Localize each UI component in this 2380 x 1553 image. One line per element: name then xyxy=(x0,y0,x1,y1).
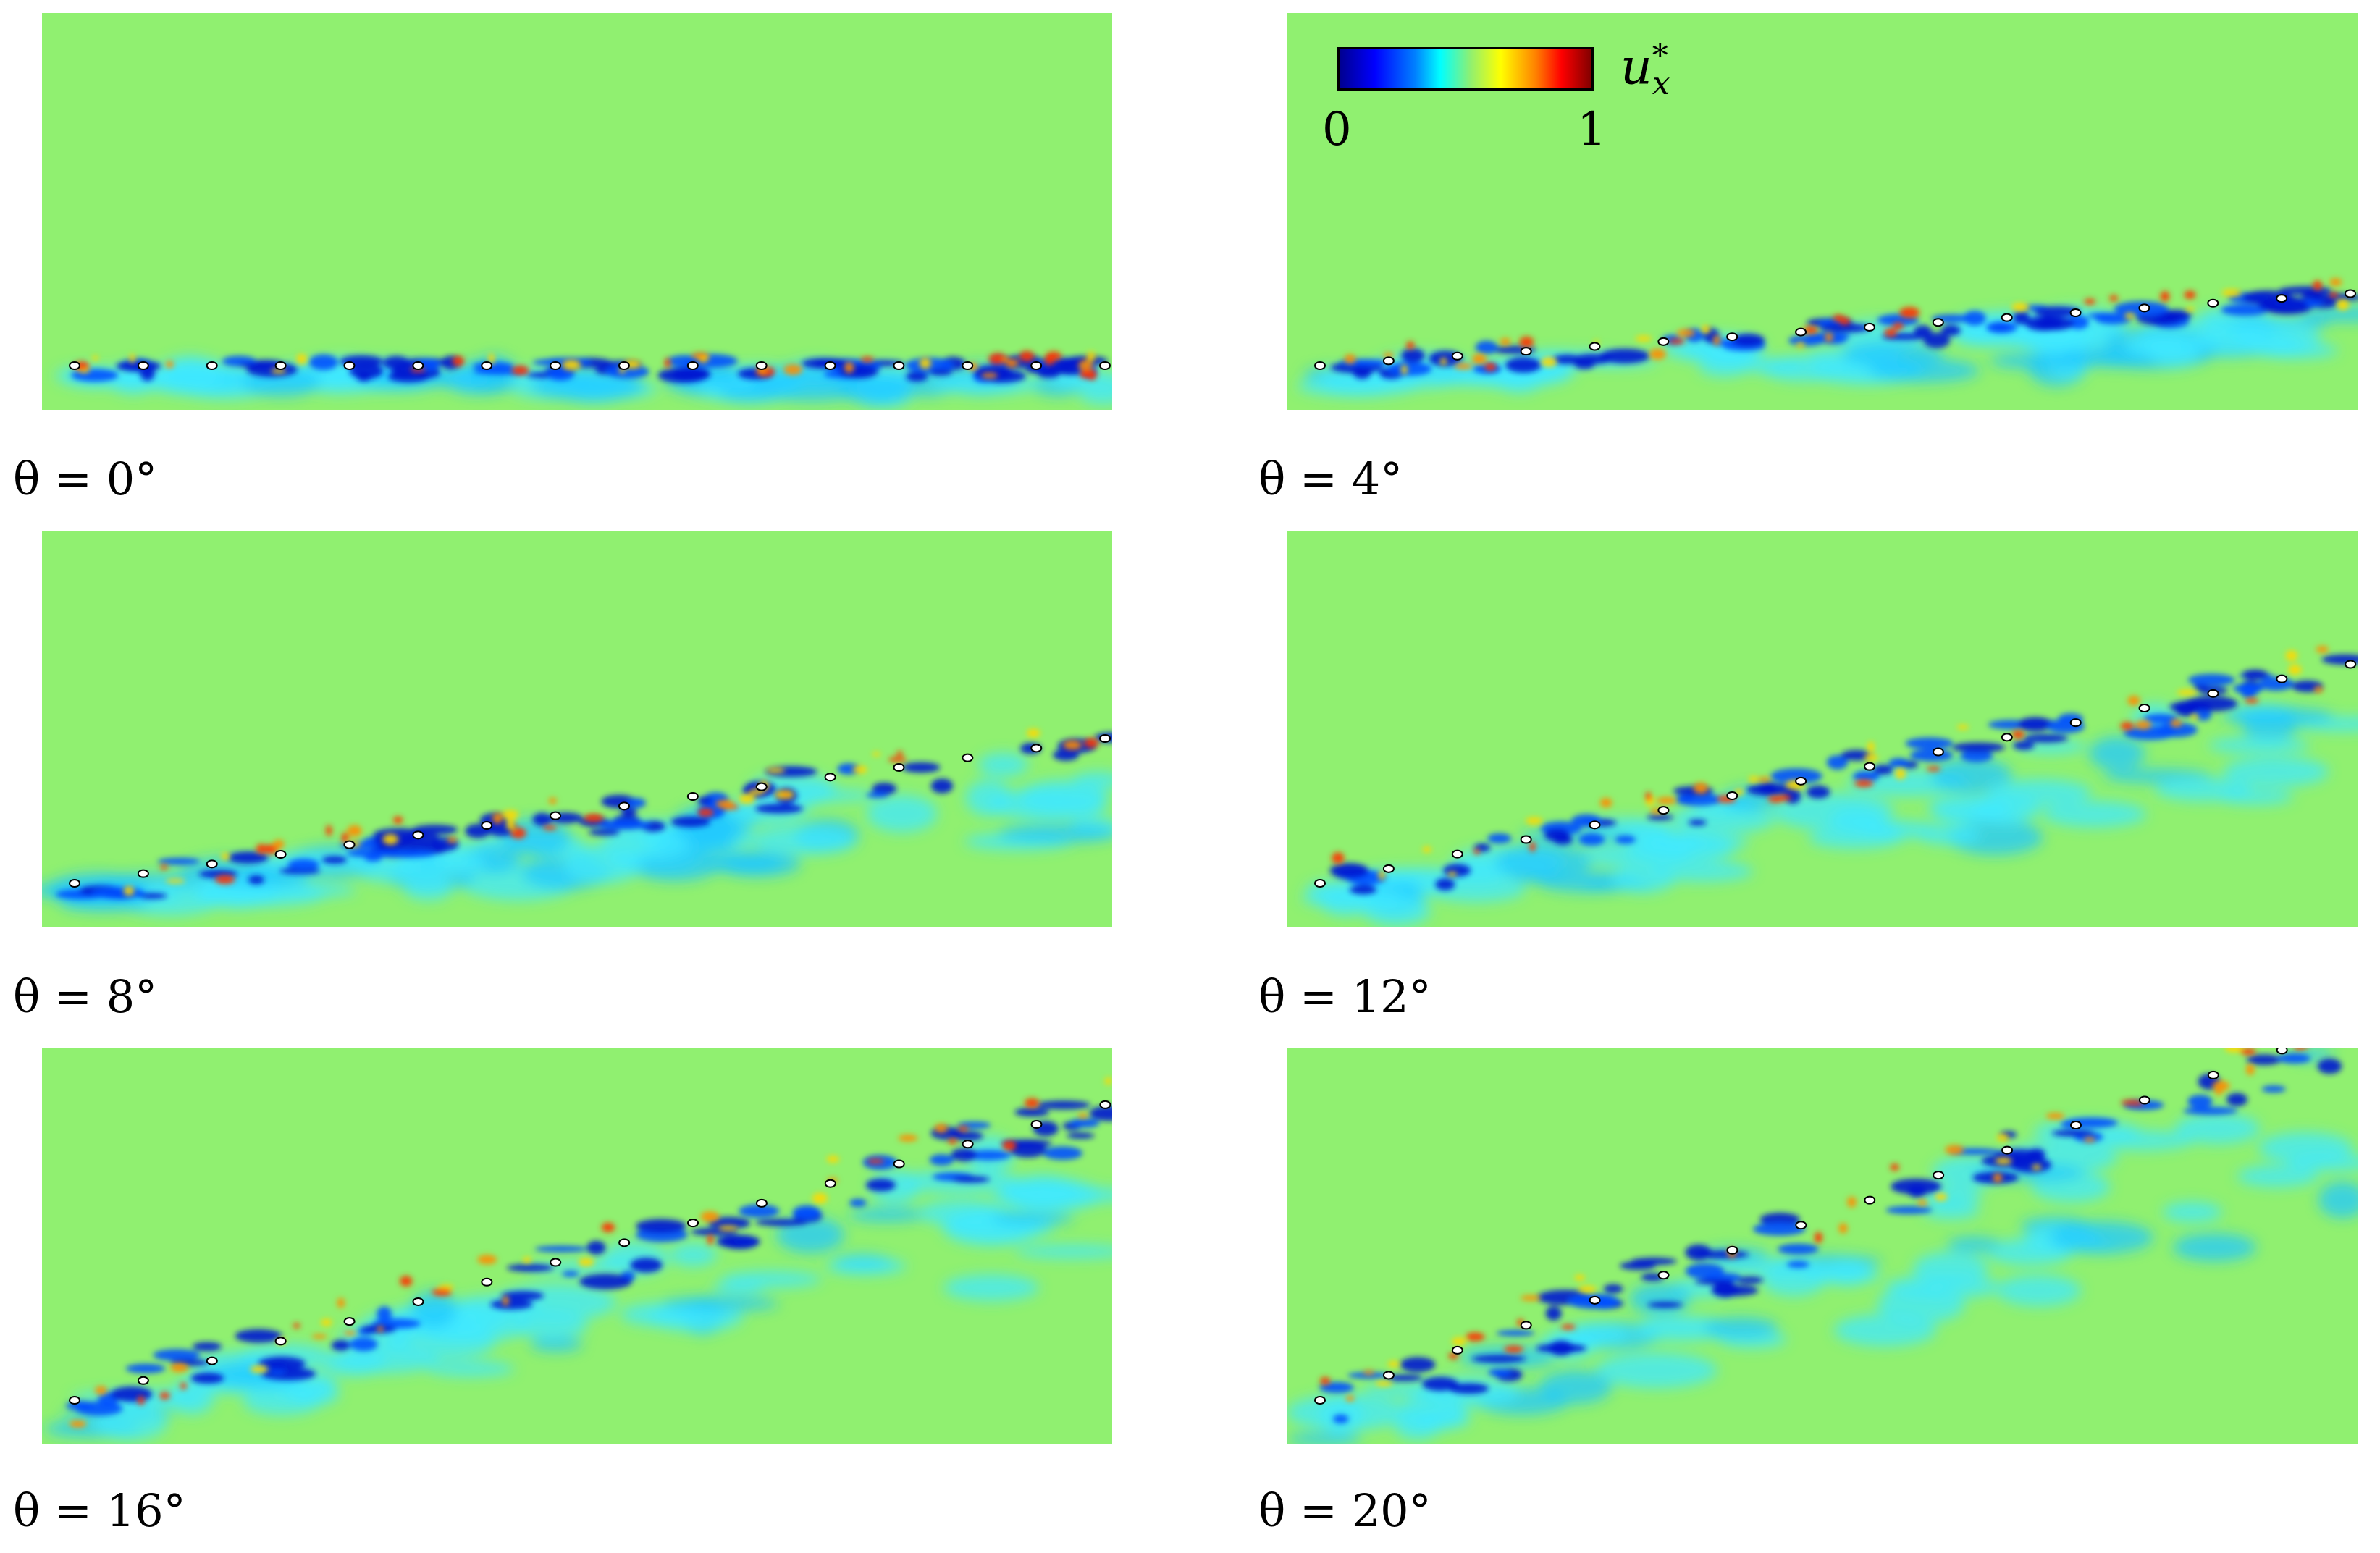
angle-caption: θ = 4° xyxy=(1258,453,1403,505)
angle-caption: θ = 20° xyxy=(1258,1484,1431,1537)
colorbar-variable-label: u*x xyxy=(1620,38,1670,103)
wake-field-panel-theta-12 xyxy=(1287,531,2358,927)
wake-field-image xyxy=(42,531,1112,927)
angle-caption: θ = 16° xyxy=(13,1484,186,1537)
wake-field-panel-theta-0 xyxy=(42,13,1112,410)
wake-field-panel-theta-20 xyxy=(1287,1048,2358,1444)
colorbar xyxy=(1337,47,1594,91)
wake-field-image xyxy=(1287,1048,2358,1444)
angle-caption: θ = 8° xyxy=(13,970,158,1023)
angle-caption: θ = 0° xyxy=(13,453,158,505)
colorbar-max-label: 1 xyxy=(1577,103,1607,156)
angle-caption: θ = 12° xyxy=(1258,970,1431,1023)
wake-field-panel-theta-8 xyxy=(42,531,1112,927)
wake-field-image xyxy=(42,13,1112,410)
wake-field-image xyxy=(1287,13,2358,410)
wake-field-image xyxy=(42,1048,1112,1444)
wake-field-image xyxy=(1287,531,2358,927)
wake-field-panel-theta-16 xyxy=(42,1048,1112,1444)
colorbar-min-label: 0 xyxy=(1322,103,1352,156)
